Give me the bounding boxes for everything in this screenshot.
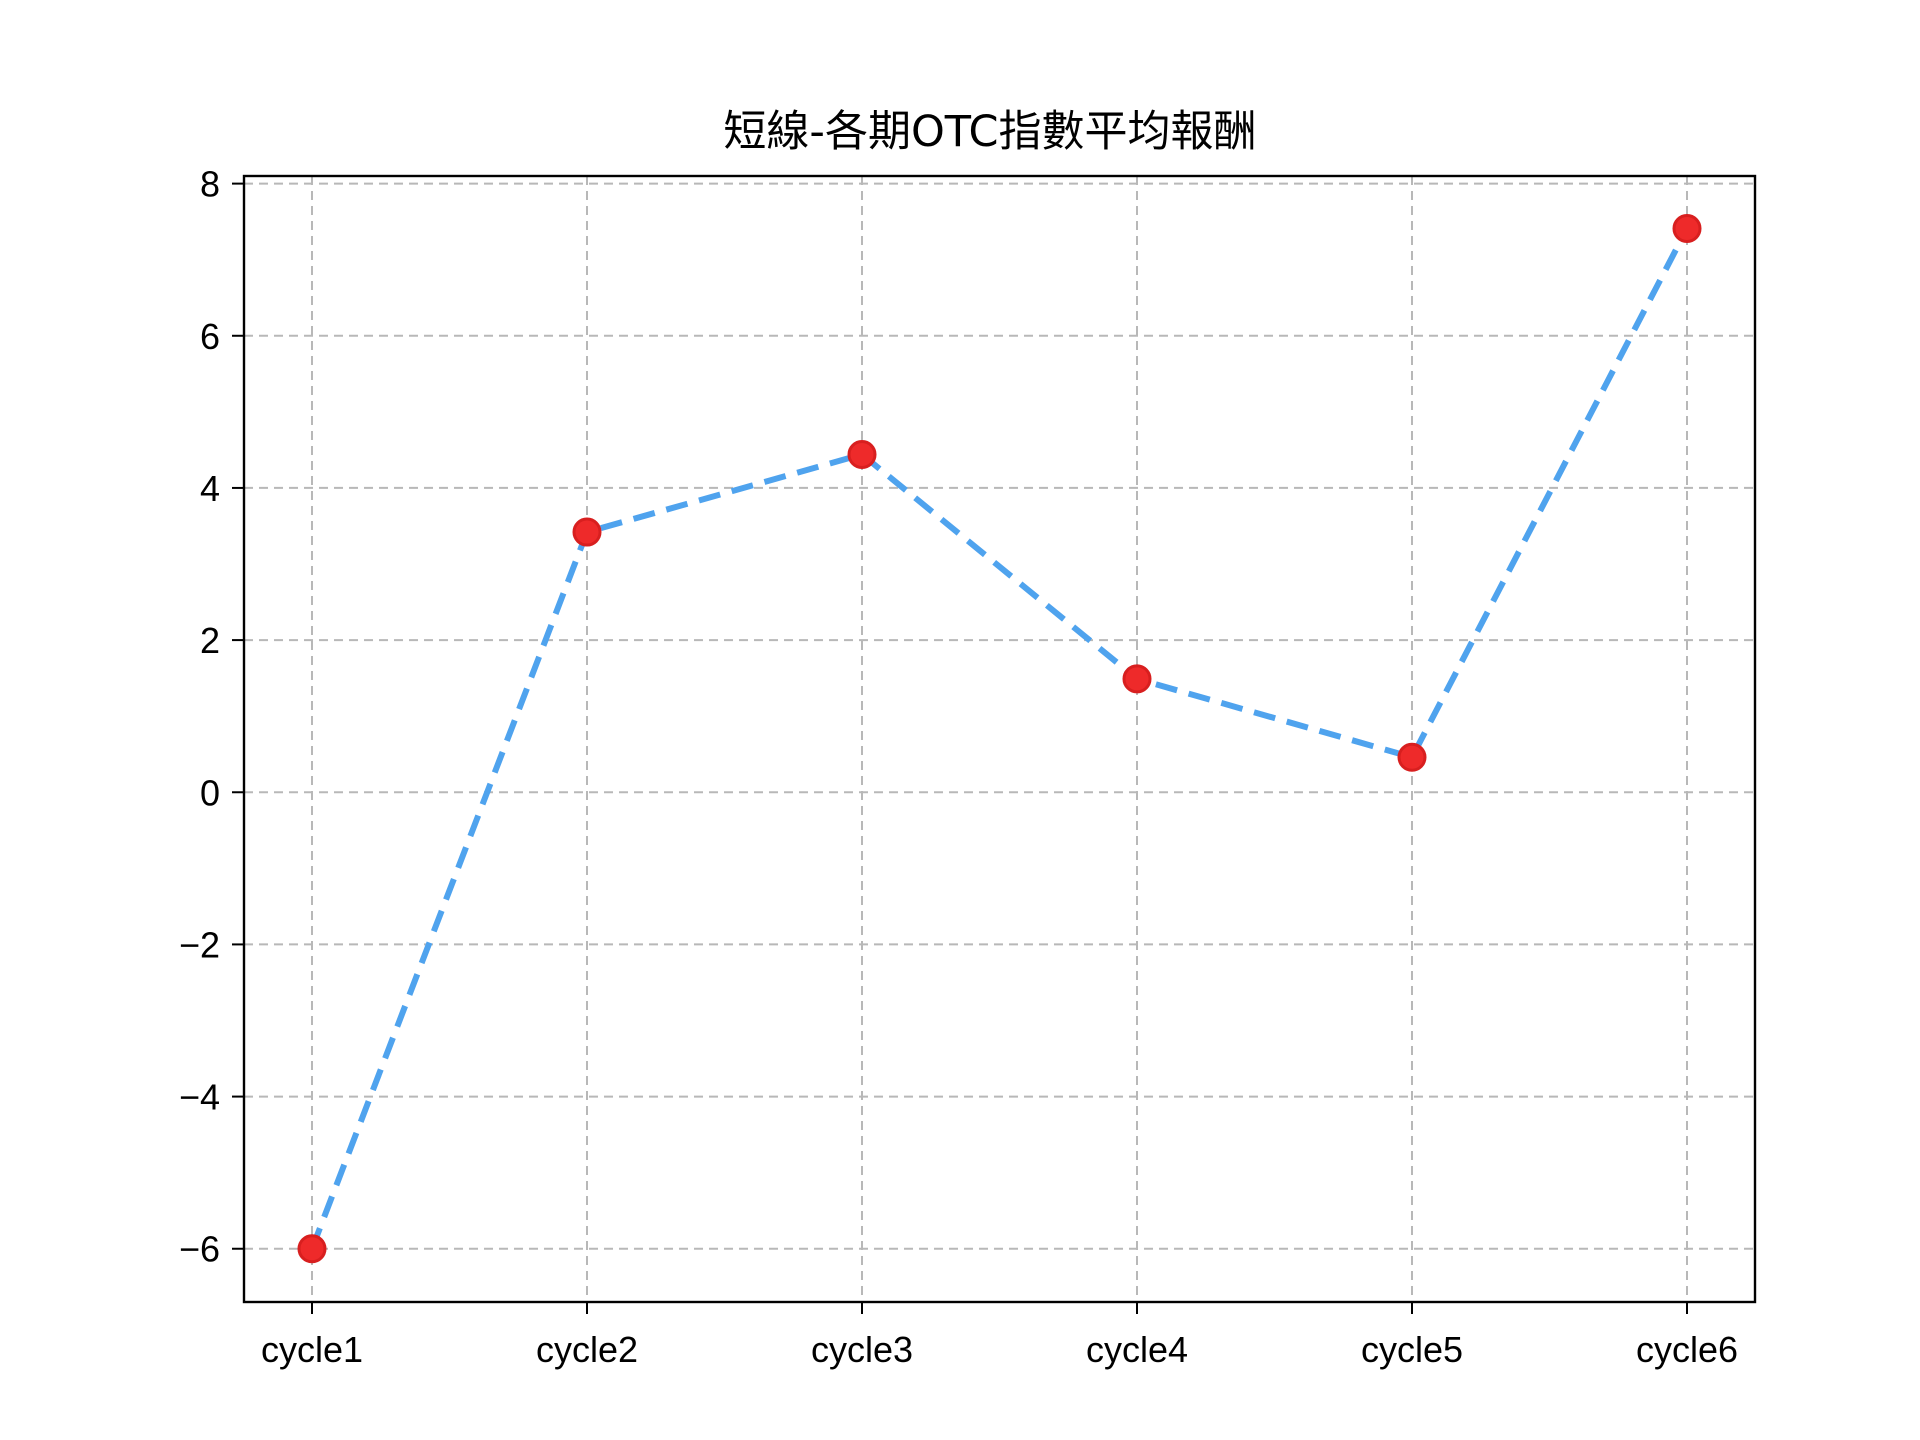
grid <box>244 176 1755 1302</box>
x-tick-label: cycle6 <box>1636 1329 1738 1370</box>
y-tick-label: −6 <box>179 1229 220 1270</box>
chart-title: 短線-各期OTC指數平均報酬 <box>723 107 1256 157</box>
x-tick-label: cycle2 <box>536 1329 638 1370</box>
x-tick-label: cycle1 <box>261 1329 363 1370</box>
y-tick-label: 4 <box>200 468 220 509</box>
x-tick-label: cycle4 <box>1086 1329 1188 1370</box>
x-tick-label: cycle5 <box>1361 1329 1463 1370</box>
y-tick-label: 2 <box>200 620 220 661</box>
plot-frame <box>242 174 1757 1304</box>
data-point-cycle5 <box>1397 742 1427 772</box>
axes: cycle1 cycle2 cycle3 cycle4 cycle5 cycle6 −6 −4… <box>179 164 1757 1370</box>
data-point-cycle2 <box>572 517 602 547</box>
series-line-1 <box>309 227 1690 1250</box>
y-tick-label: −4 <box>179 1077 220 1118</box>
series-layer <box>297 213 1702 1264</box>
data-point-cycle3 <box>847 439 877 469</box>
x-tick-label: cycle3 <box>811 1329 913 1370</box>
data-point-cycle1 <box>297 1234 327 1264</box>
data-point-cycle6 <box>1672 213 1702 243</box>
y-tick-label: 8 <box>200 164 220 205</box>
y-tick-label: 0 <box>200 772 220 813</box>
data-point-cycle4 <box>1122 664 1152 694</box>
y-tick-label: −2 <box>179 924 220 965</box>
y-tick-label: 6 <box>200 316 220 357</box>
